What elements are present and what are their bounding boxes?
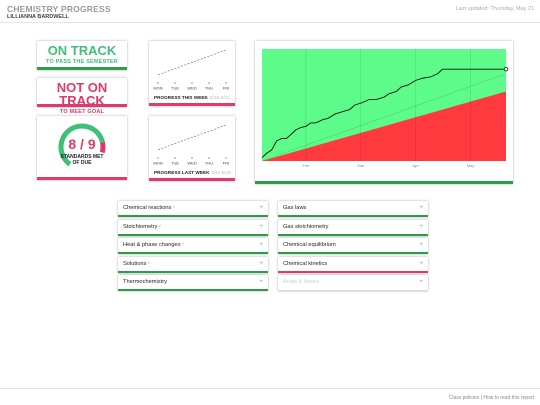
unit-title: Gas stoichiometry	[283, 223, 329, 230]
unit-acids-bases[interactable]: Acids & bases +	[278, 275, 428, 291]
unit-heat-phase-changes[interactable]: Heat & phase changes✓ +	[118, 238, 268, 254]
expand-icon[interactable]: +	[419, 259, 423, 267]
unit-gas-laws[interactable]: Gas laws +	[278, 201, 428, 217]
footer-separator: |	[480, 395, 483, 401]
progress-this-week-chart: MON TUE WED THU FRI	[153, 49, 229, 91]
unit-title: Chemical equilibrium	[283, 242, 336, 248]
progress-this-week-card: MON TUE WED THU FRI PROGRESS THIS WEEK 5/18-5…	[149, 41, 235, 106]
last-updated: Last updated: Thursday, May 21	[455, 6, 534, 12]
progress-last-week-title: PROGRESS LAST WEEK	[154, 170, 210, 175]
unit-thermochemistry[interactable]: Thermochemistry +	[118, 275, 268, 291]
day-label: THU	[205, 161, 213, 166]
unit-stoichiometry[interactable]: Stoichiometry✓ +	[118, 219, 268, 236]
weekly-progress-line	[157, 124, 227, 151]
unit-label: Chemical kinetics	[283, 261, 327, 267]
student-progress-line	[261, 68, 506, 158]
semester-progress-card: Feb Mar Apr May	[255, 41, 513, 184]
expand-icon[interactable]: +	[259, 278, 263, 285]
unit-label: Heat & phase changes✓	[123, 242, 185, 248]
unit-label: Acids & bases	[283, 279, 319, 285]
footer-links: Class policies | How to read this report	[449, 395, 534, 401]
month-label: Mar	[357, 163, 365, 168]
progress-this-week-title: PROGRESS THIS WEEK	[154, 95, 208, 100]
standards-gauge-card: 8 / 9 STANDARDS MET OF DUE	[37, 116, 127, 180]
gauge-caption-2: OF DUE	[73, 160, 93, 166]
unit-label: Thermochemistry	[123, 279, 167, 285]
expand-icon[interactable]: +	[419, 222, 423, 230]
gauge-due-segment	[99, 141, 106, 154]
unit-label: Stoichiometry✓	[123, 224, 161, 230]
day-label: FRI	[223, 161, 229, 166]
footer-divider	[0, 388, 540, 389]
goal-line	[261, 73, 507, 162]
day-label: MON	[153, 161, 162, 166]
unit-solutions[interactable]: Solutions✓ +	[118, 256, 268, 273]
unit-label: Chemical reactions✓	[123, 205, 175, 211]
unit-title: Solutions	[123, 260, 147, 267]
gauge-value: 8 / 9	[68, 136, 95, 152]
unit-label: Solutions✓	[123, 261, 150, 267]
progress-last-week-chart: MON TUE WED THU FRI	[153, 124, 229, 166]
gauge-fill	[58, 123, 105, 167]
unit-gas-stoichiometry[interactable]: Gas stoichiometry +	[278, 219, 428, 236]
expand-icon[interactable]: +	[259, 241, 263, 248]
standard-met-icon: ✓	[172, 205, 176, 209]
class-policies-link[interactable]: Class policies	[448, 395, 480, 401]
standard-met-icon: ✓	[158, 223, 162, 228]
day-label: THU	[205, 86, 213, 91]
day-label: FRI	[223, 86, 229, 91]
expand-icon[interactable]: +	[419, 278, 423, 285]
expand-icon[interactable]: +	[419, 204, 423, 211]
progress-last-week-date: 5/11-5/15	[211, 170, 231, 175]
not-on-track-sublabel: TO MEET GOAL	[59, 109, 105, 115]
month-label: Feb	[302, 163, 310, 168]
off-track-zone	[262, 91, 506, 161]
standard-met-icon: ✓	[147, 260, 151, 265]
progress-last-week-caption: PROGRESS LAST WEEK 5/11-5/15	[154, 170, 231, 175]
expand-icon[interactable]: +	[259, 259, 263, 267]
day-label: WED	[187, 161, 196, 166]
not-on-track-label: NOT ON TRACK	[56, 80, 108, 108]
unit-title: Gas laws	[283, 205, 307, 211]
day-label: TUE	[171, 161, 179, 166]
unit-label: Chemical equilibrium	[283, 242, 336, 248]
unit-chemical-reactions[interactable]: Chemical reactions✓ +	[118, 201, 268, 217]
gauge-caption-1: STANDARDS MET	[61, 154, 104, 160]
unit-title: Stoichiometry	[123, 223, 158, 230]
day-label: TUE	[171, 86, 179, 91]
unit-chemical-kinetics[interactable]: Chemical kinetics +	[278, 256, 428, 273]
how-to-read-link[interactable]: How to read this report	[483, 395, 534, 401]
progress-this-week-caption: PROGRESS THIS WEEK 5/18-5/22	[154, 95, 230, 100]
unit-title: Thermochemistry	[123, 279, 167, 285]
month-label: Apr	[413, 163, 420, 168]
month-label: May	[467, 163, 475, 168]
unit-title: Chemical kinetics	[283, 260, 328, 267]
on-track-sublabel: TO PASS THE SEMESTER	[46, 59, 118, 65]
page-title: CHEMISTRY PROGRESS	[7, 4, 111, 14]
standard-met-icon: ✓	[181, 242, 185, 246]
day-label: MON	[153, 86, 162, 91]
student-name: LILLIANNA BARDWELL	[7, 14, 69, 20]
expand-icon[interactable]: +	[259, 204, 263, 211]
expand-icon[interactable]: +	[419, 241, 423, 248]
on-track-label: ON TRACK	[47, 43, 117, 58]
unit-label: Gas stoichiometry	[283, 224, 329, 230]
unit-chemical-equilibrium[interactable]: Chemical equilibrium +	[278, 238, 428, 254]
current-progress-marker	[503, 66, 509, 72]
semester-progress-chart: Feb Mar Apr May	[261, 49, 509, 168]
unit-title: Acids & bases	[283, 279, 320, 285]
unit-title: Heat & phase changes	[123, 242, 181, 248]
progress-last-week-card: MON TUE WED THU FRI PROGRESS LAST WEEK 5/11-5…	[149, 116, 235, 181]
header-divider	[0, 22, 540, 23]
unit-label: Gas laws	[283, 205, 306, 211]
on-track-card: ON TRACK TO PASS THE SEMESTER	[37, 41, 127, 70]
not-on-track-card: NOT ON TRACK TO MEET GOAL	[37, 78, 127, 115]
expand-icon[interactable]: +	[259, 222, 263, 230]
standards-gauge: 8 / 9 STANDARDS MET OF DUE	[58, 123, 106, 167]
day-label: WED	[187, 86, 196, 91]
progress-this-week-date: 5/18-5/22	[209, 95, 230, 100]
weekly-progress-line	[157, 49, 227, 76]
unit-title: Chemical reactions	[123, 205, 172, 211]
